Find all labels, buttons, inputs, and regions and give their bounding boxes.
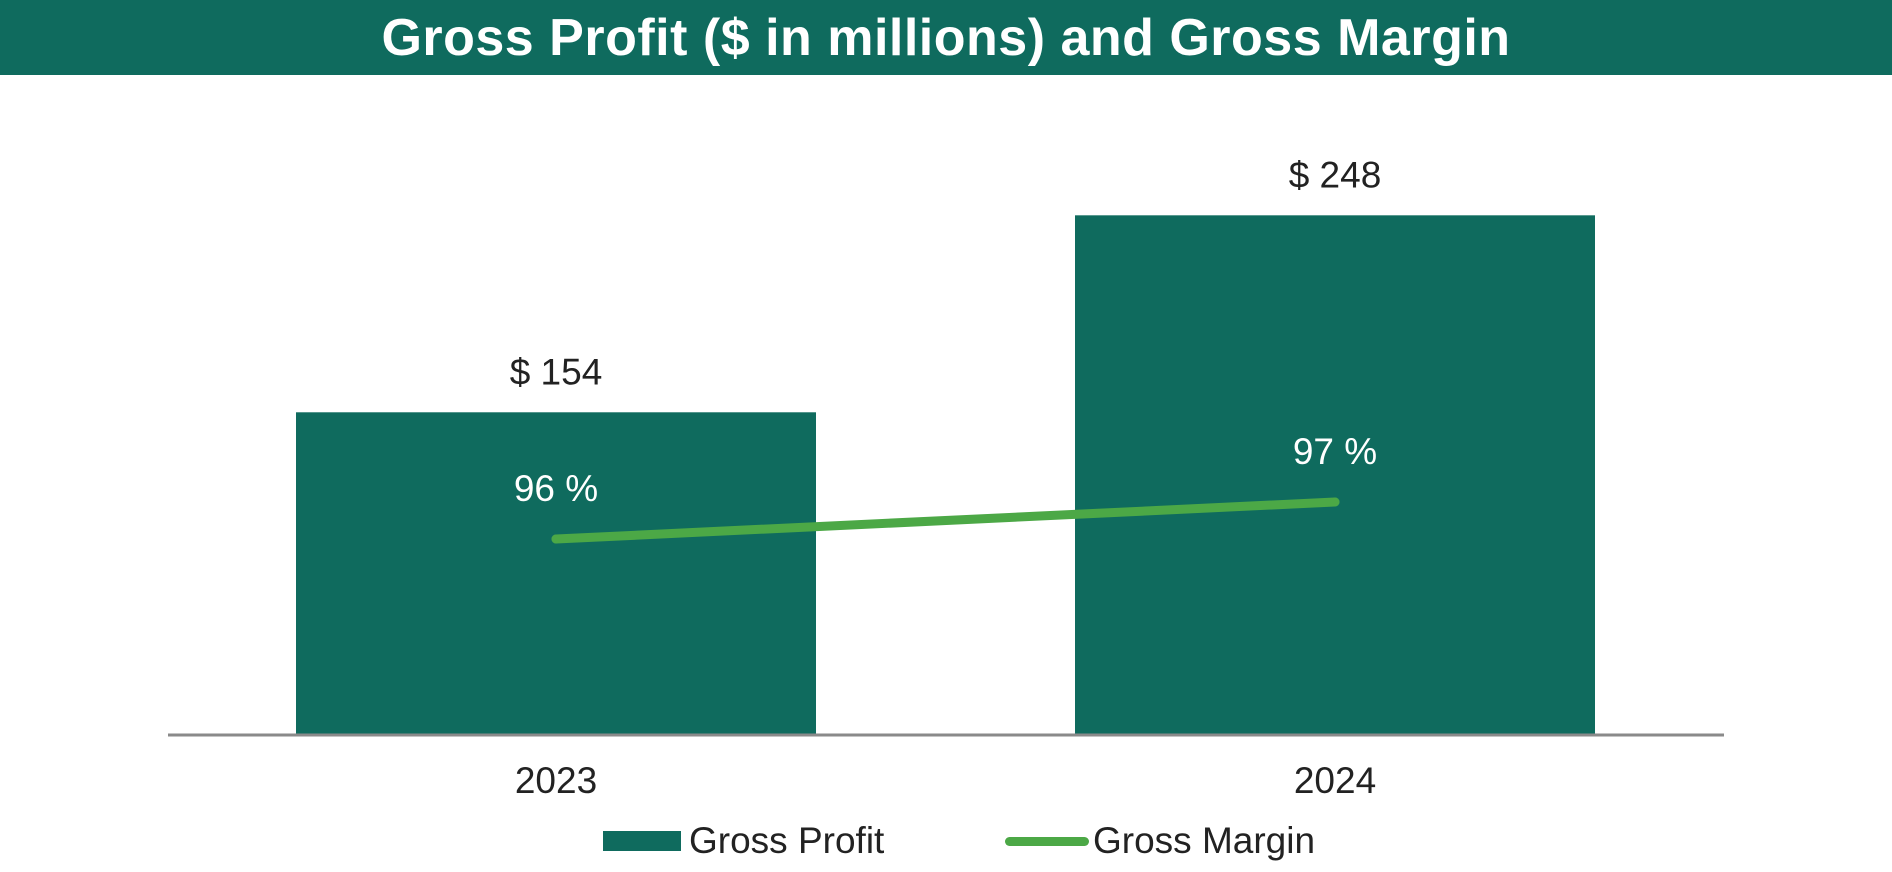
chart-area: $ 154 $ 248 96 % 97 % 2023 2024 [168,154,1724,801]
margin-value-label-2024: 97 % [1293,431,1377,472]
chart-title: Gross Profit ($ in millions) and Gross M… [381,8,1511,67]
legend-label-gross-profit: Gross Profit [689,820,885,861]
legend-swatch-gross-margin [1005,836,1089,846]
x-tick-label-2024: 2024 [1294,760,1376,801]
chart-legend: Gross Profit Gross Margin [0,815,1892,867]
bar-value-label-2024: $ 248 [1289,154,1382,195]
bar-value-label-2023: $ 154 [510,351,603,392]
point-gross-margin-2024 [1330,497,1340,507]
bar-gross-profit-2023 [296,412,816,735]
bar-gross-profit-2024 [1075,215,1595,736]
legend-label-gross-margin: Gross Margin [1093,820,1316,861]
margin-value-label-2023: 96 % [514,468,598,509]
x-tick-label-2023: 2023 [515,760,597,801]
line-gross-margin [551,497,1340,544]
legend-item-gross-profit: Gross Profit [603,815,884,867]
legend-item-gross-margin: Gross Margin [1005,815,1315,867]
chart-title-bar: Gross Profit ($ in millions) and Gross M… [0,0,1892,75]
point-gross-margin-2023 [551,534,561,544]
legend-swatch-gross-profit [603,831,681,851]
